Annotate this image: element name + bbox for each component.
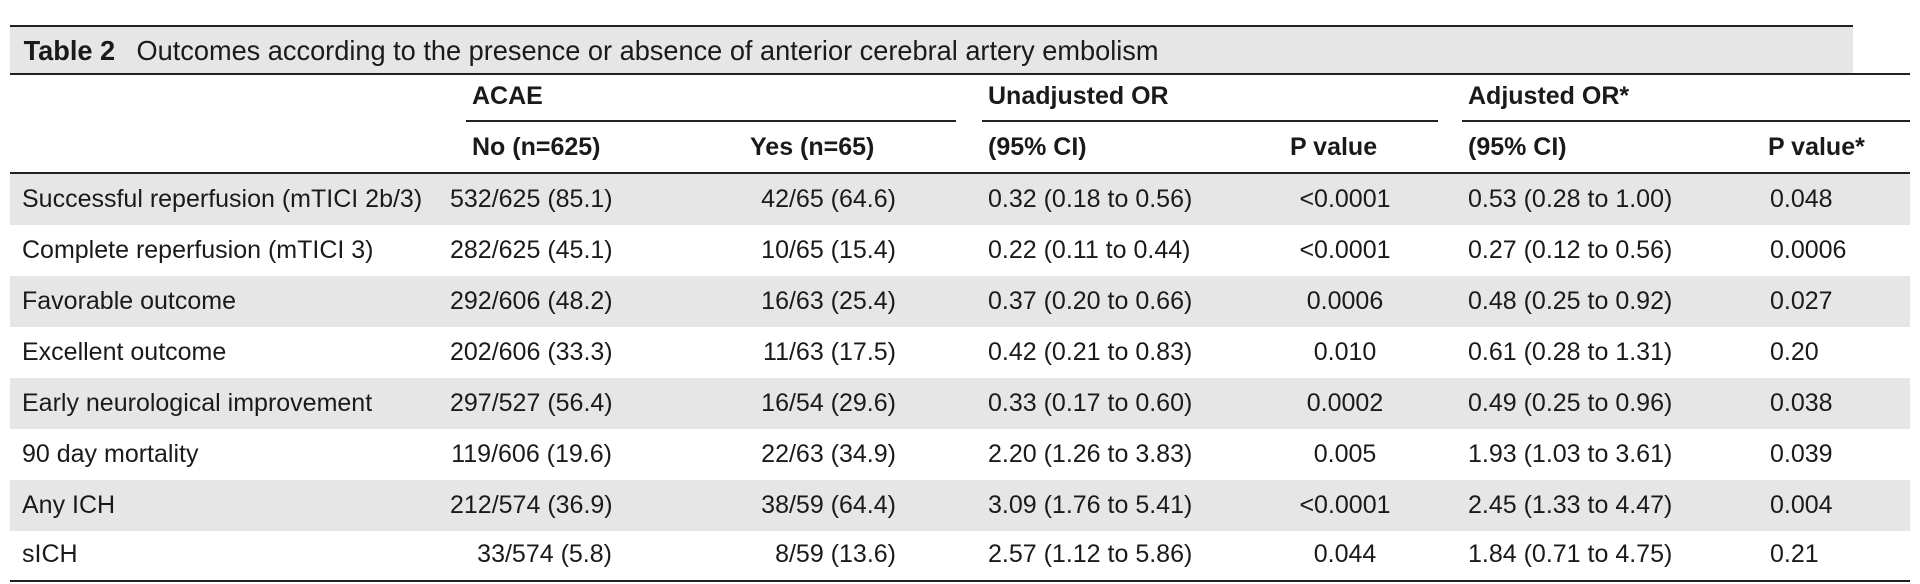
no-cell: 292/606 (48.2) [450,287,613,315]
adjusted-p-cell: 0.027 [1770,287,1833,315]
unadjusted-or-cell: 0.32 (0.18 to 0.56) [988,185,1193,213]
yes-cell: 42/65 (64.6) [761,185,896,213]
outcome-cell: Any ICH [22,491,116,519]
outcome-cell: Early neurological improvement [22,389,373,417]
unadjusted-or-cell: 0.37 (0.20 to 0.66) [988,287,1193,315]
unadjusted-p-cell: 0.0002 [1306,389,1384,417]
table-title-bar: Table 2 Outcomes according to the presen… [10,25,1853,75]
table-row: Early neurological improvement 297/527 (… [10,378,1910,429]
unadjusted-or-cell: 0.33 (0.17 to 0.60) [988,389,1193,417]
adjusted-or-cell: 0.61 (0.28 to 1.31) [1468,338,1673,366]
adjusted-p-cell: 0.039 [1770,440,1833,468]
adjusted-p-cell: 0.21 [1770,540,1819,568]
no-cell: 202/606 (33.3) [450,338,613,366]
table-row: Favorable outcome 292/606 (48.2) 16/63 (… [10,276,1910,327]
yes-cell: 16/54 (29.6) [761,389,896,417]
yes-cell: 8/59 (13.6) [775,540,896,568]
no-cell: 282/625 (45.1) [450,236,613,264]
yes-cell: 38/59 (64.4) [761,491,896,519]
group-header-adjusted-or: Adjusted OR* [1468,82,1630,110]
no-cell: 297/527 (56.4) [450,389,613,417]
yes-cell: 16/63 (25.4) [761,287,896,315]
adjusted-or-cell: 1.84 (0.71 to 4.75) [1468,540,1673,568]
no-cell: 212/574 (36.9) [450,491,613,519]
no-cell: 33/574 (5.8) [477,540,612,568]
col-header-adjusted-p: P value* [1768,133,1865,161]
adjusted-group-rule [1462,120,1910,122]
unadjusted-p-cell: 0.005 [1313,440,1377,468]
table-label: Table 2 [23,35,116,66]
col-header-unadjusted-ci: (95% CI) [988,133,1087,161]
adjusted-p-cell: 0.0006 [1770,236,1847,264]
no-cell: 532/625 (85.1) [450,185,613,213]
unadjusted-p-cell: <0.0001 [1299,491,1391,519]
unadjusted-or-cell: 0.42 (0.21 to 0.83) [988,338,1193,366]
col-header-no: No (n=625) [472,133,601,161]
table-bottom-rule [10,580,1910,582]
unadjusted-or-cell: 3.09 (1.76 to 5.41) [988,491,1193,519]
outcome-cell: Favorable outcome [22,287,237,315]
adjusted-or-cell: 0.48 (0.25 to 0.92) [1468,287,1673,315]
unadjusted-or-cell: 2.20 (1.26 to 3.83) [988,440,1193,468]
adjusted-p-cell: 0.20 [1770,338,1819,366]
adjusted-or-cell: 0.27 (0.12 to 0.56) [1468,236,1673,264]
table-row: Excellent outcome 202/606 (33.3) 11/63 (… [10,327,1910,378]
adjusted-or-cell: 0.49 (0.25 to 0.96) [1468,389,1673,417]
table-row: sICH 33/574 (5.8) 8/59 (13.6) 2.57 (1.12… [10,529,1910,580]
table-row: Successful reperfusion (mTICI 2b/3) 532/… [10,174,1910,225]
title-rule [10,73,1910,75]
table-row: Any ICH 212/574 (36.9) 38/59 (64.4) 3.09… [10,480,1910,531]
unadjusted-p-cell: <0.0001 [1299,185,1391,213]
outcome-cell: Successful reperfusion (mTICI 2b/3) [22,185,423,213]
yes-cell: 11/63 (17.5) [763,338,896,366]
outcome-cell: 90 day mortality [22,440,199,468]
outcome-cell: Excellent outcome [22,338,227,366]
outcome-cell: sICH [22,540,78,568]
adjusted-p-cell: 0.048 [1770,185,1833,213]
unadjusted-p-cell: 0.0006 [1306,287,1384,315]
adjusted-p-cell: 0.004 [1770,491,1833,519]
unadjusted-p-cell: 0.044 [1313,540,1377,568]
adjusted-or-cell: 1.93 (1.03 to 3.61) [1468,440,1673,468]
yes-cell: 10/65 (15.4) [761,236,896,264]
acae-group-rule [466,120,956,122]
table-row: Complete reperfusion (mTICI 3) 282/625 (… [10,225,1910,276]
yes-cell: 22/63 (34.9) [761,440,896,468]
table-row: 90 day mortality 119/606 (19.6) 22/63 (3… [10,429,1910,480]
unadjusted-group-rule [982,120,1438,122]
no-cell: 119/606 (19.6) [451,440,612,468]
unadjusted-or-cell: 0.22 (0.11 to 0.44) [988,236,1191,264]
adjusted-or-cell: 2.45 (1.33 to 4.47) [1468,491,1673,519]
group-header-unadjusted-or: Unadjusted OR [988,82,1169,110]
adjusted-p-cell: 0.038 [1770,389,1833,417]
adjusted-or-cell: 0.53 (0.28 to 1.00) [1468,185,1673,213]
header-bottom-rule [10,172,1910,174]
col-header-unadjusted-p: P value [1290,133,1378,161]
col-header-adjusted-ci: (95% CI) [1468,133,1567,161]
col-header-yes: Yes (n=65) [750,133,875,161]
outcome-cell: Complete reperfusion (mTICI 3) [22,236,374,264]
group-header-acae: ACAE [472,82,543,110]
unadjusted-or-cell: 2.57 (1.12 to 5.86) [988,540,1193,568]
unadjusted-p-cell: 0.010 [1313,338,1377,366]
unadjusted-p-cell: <0.0001 [1299,236,1391,264]
table-title: Outcomes according to the presence or ab… [136,35,1159,66]
